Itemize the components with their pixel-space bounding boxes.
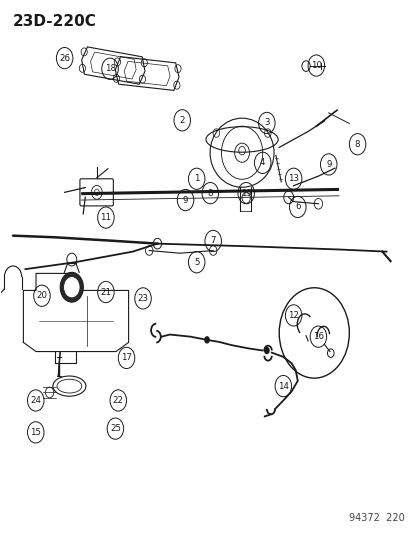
- Text: 1: 1: [193, 174, 199, 183]
- Text: 13: 13: [287, 174, 299, 183]
- Text: 9: 9: [325, 160, 331, 169]
- Text: 8: 8: [354, 140, 359, 149]
- Text: 4: 4: [259, 158, 265, 167]
- Circle shape: [60, 272, 83, 302]
- Text: 17: 17: [121, 353, 132, 362]
- Text: 24: 24: [30, 396, 41, 405]
- Text: 15: 15: [30, 428, 41, 437]
- Text: 19: 19: [240, 189, 251, 198]
- Circle shape: [263, 347, 269, 354]
- Text: 14: 14: [277, 382, 288, 391]
- Text: 16: 16: [312, 332, 323, 341]
- Text: 21: 21: [100, 287, 111, 296]
- Text: 2: 2: [179, 116, 185, 125]
- Text: 5: 5: [193, 258, 199, 266]
- Text: 6: 6: [294, 203, 300, 212]
- Text: 25: 25: [109, 424, 121, 433]
- Text: 11: 11: [100, 213, 111, 222]
- Text: 26: 26: [59, 54, 70, 62]
- Text: 8: 8: [207, 189, 213, 198]
- Text: 20: 20: [36, 291, 47, 300]
- Circle shape: [63, 277, 80, 298]
- Text: 9: 9: [183, 196, 188, 205]
- Text: 94372  220: 94372 220: [349, 513, 404, 523]
- Text: 22: 22: [112, 396, 123, 405]
- Text: 10: 10: [310, 61, 321, 70]
- Text: 3: 3: [263, 118, 269, 127]
- Text: 7: 7: [210, 237, 216, 246]
- Text: 18: 18: [104, 64, 115, 73]
- Text: 23: 23: [137, 294, 148, 303]
- Text: 23D-220C: 23D-220C: [13, 14, 97, 29]
- Text: 12: 12: [287, 311, 299, 320]
- Circle shape: [204, 336, 209, 344]
